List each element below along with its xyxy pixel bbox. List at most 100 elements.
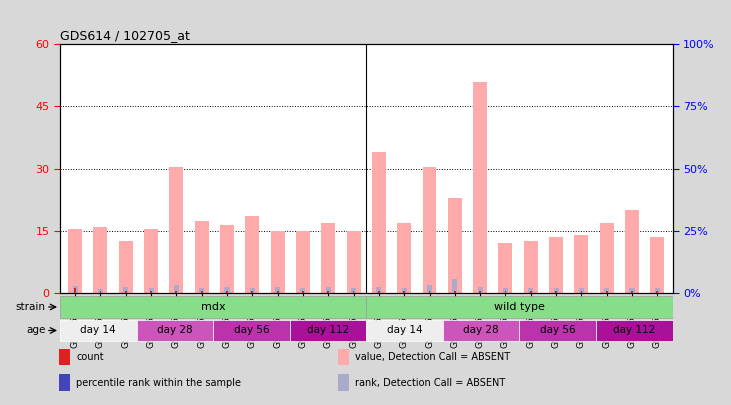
Bar (529, 288, 534, 293)
Text: percentile rank within the sample: percentile rank within the sample (76, 377, 241, 388)
Bar (251, 291, 253, 293)
Bar (404, 291, 405, 293)
Bar (656, 291, 658, 293)
Bar (224, 287, 230, 293)
Bar (454, 291, 455, 293)
Bar (596, 320, 673, 341)
Bar (378, 291, 380, 293)
Bar (448, 198, 462, 293)
Bar (246, 216, 260, 293)
Bar (327, 291, 329, 293)
Bar (452, 279, 458, 293)
Bar (94, 227, 107, 293)
Bar (326, 287, 331, 293)
Text: day 14: day 14 (387, 326, 423, 335)
Bar (150, 291, 152, 293)
Text: day 28: day 28 (463, 326, 499, 335)
Bar (322, 223, 336, 293)
Bar (397, 223, 411, 293)
Bar (125, 291, 126, 293)
Bar (579, 288, 584, 293)
Bar (174, 285, 179, 293)
Bar (605, 288, 609, 293)
Bar (199, 288, 204, 293)
Text: day 28: day 28 (157, 326, 192, 335)
Bar (250, 288, 255, 293)
Bar (580, 291, 583, 293)
Bar (428, 291, 431, 293)
Bar (296, 231, 310, 293)
Bar (480, 291, 481, 293)
Text: day 14: day 14 (80, 326, 116, 335)
Bar (519, 320, 596, 341)
Bar (530, 291, 531, 293)
Bar (376, 287, 382, 293)
Text: day 56: day 56 (234, 326, 269, 335)
Bar (270, 231, 284, 293)
Bar (346, 231, 360, 293)
Text: mdx: mdx (201, 302, 225, 312)
Bar (300, 288, 306, 293)
Bar (401, 288, 406, 293)
Bar (68, 229, 82, 293)
Bar (338, 349, 349, 365)
Bar (289, 320, 366, 341)
Bar (423, 166, 436, 293)
Bar (366, 320, 443, 341)
Bar (144, 229, 158, 293)
Text: rank, Detection Call = ABSENT: rank, Detection Call = ABSENT (355, 377, 505, 388)
Bar (473, 81, 487, 293)
Bar (352, 291, 355, 293)
Bar (137, 320, 213, 341)
Bar (555, 291, 557, 293)
Bar (553, 288, 558, 293)
Bar (60, 296, 366, 318)
Text: day 112: day 112 (613, 326, 656, 335)
Bar (504, 291, 507, 293)
Bar (427, 285, 432, 293)
Bar (599, 223, 613, 293)
Bar (575, 235, 588, 293)
Text: strain: strain (16, 302, 46, 312)
Bar (503, 288, 508, 293)
Text: wild type: wild type (494, 302, 545, 312)
Bar (175, 291, 178, 293)
Bar (443, 320, 519, 341)
Bar (499, 243, 512, 293)
Text: value, Detection Call = ABSENT: value, Detection Call = ABSENT (355, 352, 510, 362)
Bar (60, 320, 137, 341)
Bar (606, 291, 607, 293)
Bar (201, 291, 202, 293)
Bar (277, 291, 279, 293)
Text: age: age (26, 326, 46, 335)
Bar (220, 225, 234, 293)
Text: GDS614 / 102705_at: GDS614 / 102705_at (60, 29, 190, 42)
Bar (58, 374, 70, 391)
Bar (119, 241, 133, 293)
Bar (549, 237, 563, 293)
Bar (226, 291, 228, 293)
Bar (75, 288, 76, 293)
Text: day 56: day 56 (540, 326, 575, 335)
Bar (524, 241, 538, 293)
Text: count: count (76, 352, 104, 362)
Bar (629, 288, 635, 293)
Bar (72, 286, 77, 293)
Bar (651, 237, 664, 293)
Bar (194, 221, 208, 293)
Bar (275, 287, 280, 293)
Bar (477, 287, 482, 293)
Bar (58, 349, 70, 365)
Bar (372, 152, 386, 293)
Bar (625, 210, 639, 293)
Bar (170, 166, 183, 293)
Bar (302, 291, 304, 293)
Bar (655, 288, 660, 293)
Text: day 112: day 112 (307, 326, 349, 335)
Bar (98, 289, 103, 293)
Bar (99, 291, 102, 293)
Bar (351, 288, 356, 293)
Bar (366, 296, 673, 318)
Bar (213, 320, 289, 341)
Bar (124, 287, 128, 293)
